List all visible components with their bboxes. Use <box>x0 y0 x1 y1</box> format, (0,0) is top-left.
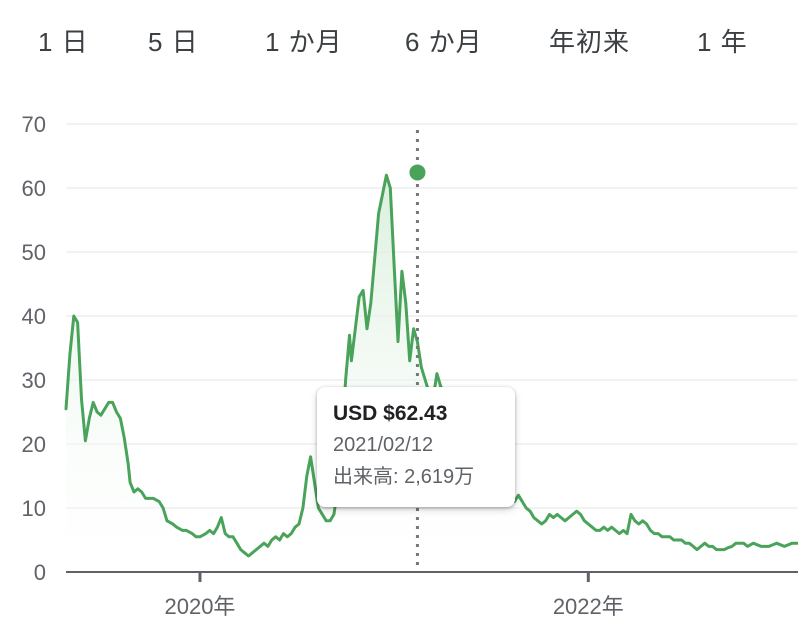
y-tick-label: 20 <box>22 432 46 457</box>
grid-lines <box>66 123 798 509</box>
x-axis-labels: 2020年 2022年 <box>164 572 624 619</box>
tab-1-year[interactable]: 1 年 <box>697 27 748 57</box>
y-tick-label: 30 <box>22 368 46 393</box>
price-area <box>66 175 798 572</box>
tab-year-to-date[interactable]: 年初来 <box>549 27 631 57</box>
price-tooltip: USD $62.43 2021/02/12 出来高: 2,619万 <box>317 387 515 507</box>
y-tick-label: 70 <box>22 112 46 137</box>
tooltip-volume-value: 2,619万 <box>404 466 475 488</box>
tab-5-days[interactable]: 5 日 <box>148 27 199 57</box>
x-tick-label: 2022年 <box>553 594 624 619</box>
price-line <box>64 173 798 558</box>
x-tick-label: 2020年 <box>164 594 235 619</box>
tooltip-date: 2021/02/12 <box>333 434 434 456</box>
y-tick-label: 10 <box>22 496 46 521</box>
tooltip-volume-label: 出来高: <box>333 466 399 488</box>
tooltip-volume: 出来高: 2,619万 <box>333 461 499 493</box>
tab-6-months[interactable]: 6 か月 <box>405 27 483 57</box>
y-tick-label: 60 <box>22 176 46 201</box>
y-axis-labels: 0 10 20 30 40 50 60 70 <box>22 112 46 585</box>
highlight-point <box>409 164 426 181</box>
y-tick-label: 40 <box>22 304 46 329</box>
y-tick-label: 50 <box>22 240 46 265</box>
y-tick-label: 0 <box>34 560 46 585</box>
tab-1-day[interactable]: 1 日 <box>38 27 89 57</box>
tab-1-month[interactable]: 1 か月 <box>265 27 343 57</box>
tooltip-price: USD $62.43 <box>333 402 448 425</box>
range-tabs: 1 日 5 日 1 か月 6 か月 年初来 1 年 <box>0 0 798 90</box>
